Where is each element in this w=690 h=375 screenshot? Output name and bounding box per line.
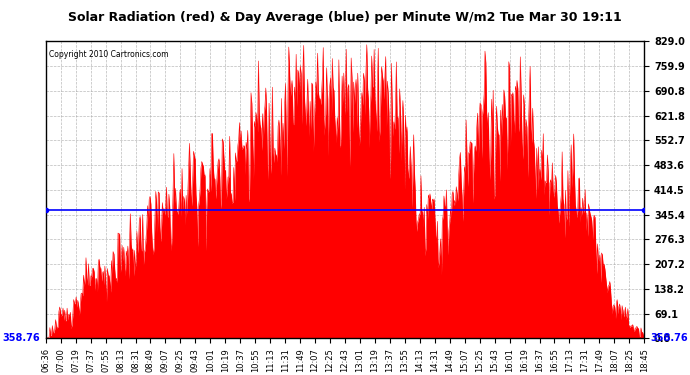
Text: 358.76: 358.76 [2,333,40,343]
Text: 358.76: 358.76 [650,333,688,343]
Text: Copyright 2010 Cartronics.com: Copyright 2010 Cartronics.com [49,50,168,59]
Text: Solar Radiation (red) & Day Average (blue) per Minute W/m2 Tue Mar 30 19:11: Solar Radiation (red) & Day Average (blu… [68,11,622,24]
